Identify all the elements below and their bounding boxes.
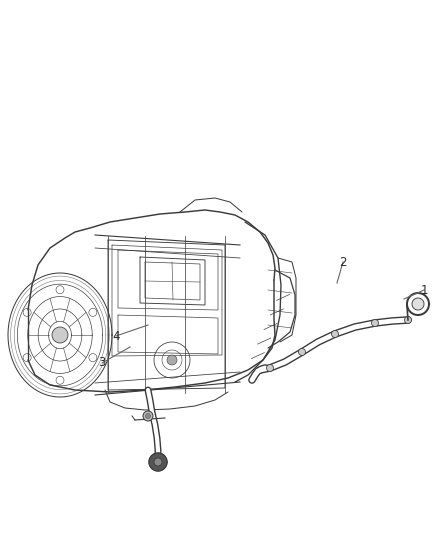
Circle shape	[371, 319, 378, 327]
Circle shape	[266, 365, 273, 372]
Circle shape	[145, 414, 151, 418]
Circle shape	[405, 317, 411, 324]
Circle shape	[154, 458, 162, 466]
Text: 2: 2	[339, 255, 347, 269]
Text: 3: 3	[98, 357, 106, 369]
Text: 1: 1	[420, 284, 428, 296]
Circle shape	[143, 411, 153, 421]
Circle shape	[332, 330, 339, 337]
Circle shape	[412, 298, 424, 310]
Text: 4: 4	[112, 329, 120, 343]
Circle shape	[167, 355, 177, 365]
Circle shape	[52, 327, 68, 343]
Polygon shape	[149, 453, 167, 471]
Circle shape	[299, 349, 305, 356]
